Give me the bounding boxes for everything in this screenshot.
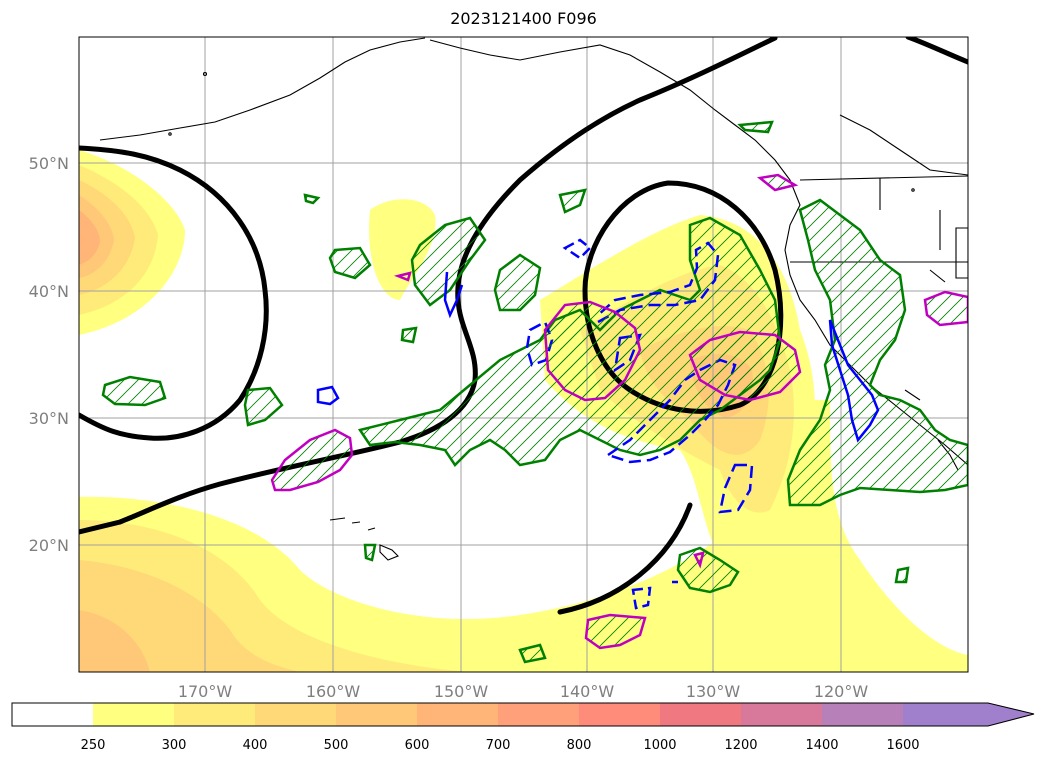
colorbar-cell <box>498 703 579 726</box>
colorbar-extend-arrow <box>988 703 1034 726</box>
colorbar-label: 250 <box>81 738 106 753</box>
colorbar-cell <box>579 703 660 726</box>
colorbar-cell <box>417 703 498 726</box>
colorbar-cell <box>822 703 903 726</box>
lon-label-170w: 170°W <box>178 682 233 701</box>
colorbar-label: 1000 <box>643 738 676 753</box>
colorbar-label: 1400 <box>805 738 838 753</box>
colorbar-label: 800 <box>567 738 592 753</box>
lat-label-20n: 20°N <box>29 536 69 555</box>
colorbar-cell <box>255 703 336 726</box>
colorbar-cell <box>12 703 93 726</box>
magenta-contours <box>270 173 968 650</box>
colorbar-label: 700 <box>486 738 511 753</box>
lon-label-130w: 130°W <box>686 682 741 701</box>
map-title: 2023121400 F096 <box>450 9 597 28</box>
lat-label-30n: 30°N <box>29 409 69 428</box>
colorbar-label: 400 <box>243 738 268 753</box>
lon-label-120w: 120°W <box>814 682 869 701</box>
colorbar-cell <box>903 703 988 726</box>
colorbar-label: 1200 <box>724 738 757 753</box>
colorbar-label: 1600 <box>886 738 919 753</box>
lat-label-40n: 40°N <box>29 282 69 301</box>
colorbar-outline <box>11 702 1035 727</box>
colorbar-cell <box>336 703 417 726</box>
colorbar: 250 300 400 500 600 700 800 1000 1200 14… <box>11 702 1035 753</box>
plot-border <box>78 36 969 673</box>
lon-label-140w: 140°W <box>560 682 615 701</box>
colorbar-cells <box>12 703 1034 726</box>
colorbar-cell <box>660 703 741 726</box>
longitude-labels: 170°W 160°W 150°W 140°W 130°W 120°W <box>178 682 869 701</box>
graticule <box>79 37 968 672</box>
colorbar-cell <box>174 703 255 726</box>
lon-label-160w: 160°W <box>306 682 361 701</box>
plot-area <box>79 37 968 672</box>
lon-label-150w: 150°W <box>434 682 489 701</box>
latitude-labels: 50°N 40°N 30°N 20°N <box>29 154 69 555</box>
colorbar-label: 600 <box>405 738 430 753</box>
colorbar-labels: 250 300 400 500 600 700 800 1000 1200 14… <box>81 738 920 753</box>
colorbar-label: 500 <box>324 738 349 753</box>
colorbar-cell <box>741 703 822 726</box>
lat-label-50n: 50°N <box>29 154 69 173</box>
colorbar-cell <box>93 703 174 726</box>
colorbar-label: 300 <box>162 738 187 753</box>
